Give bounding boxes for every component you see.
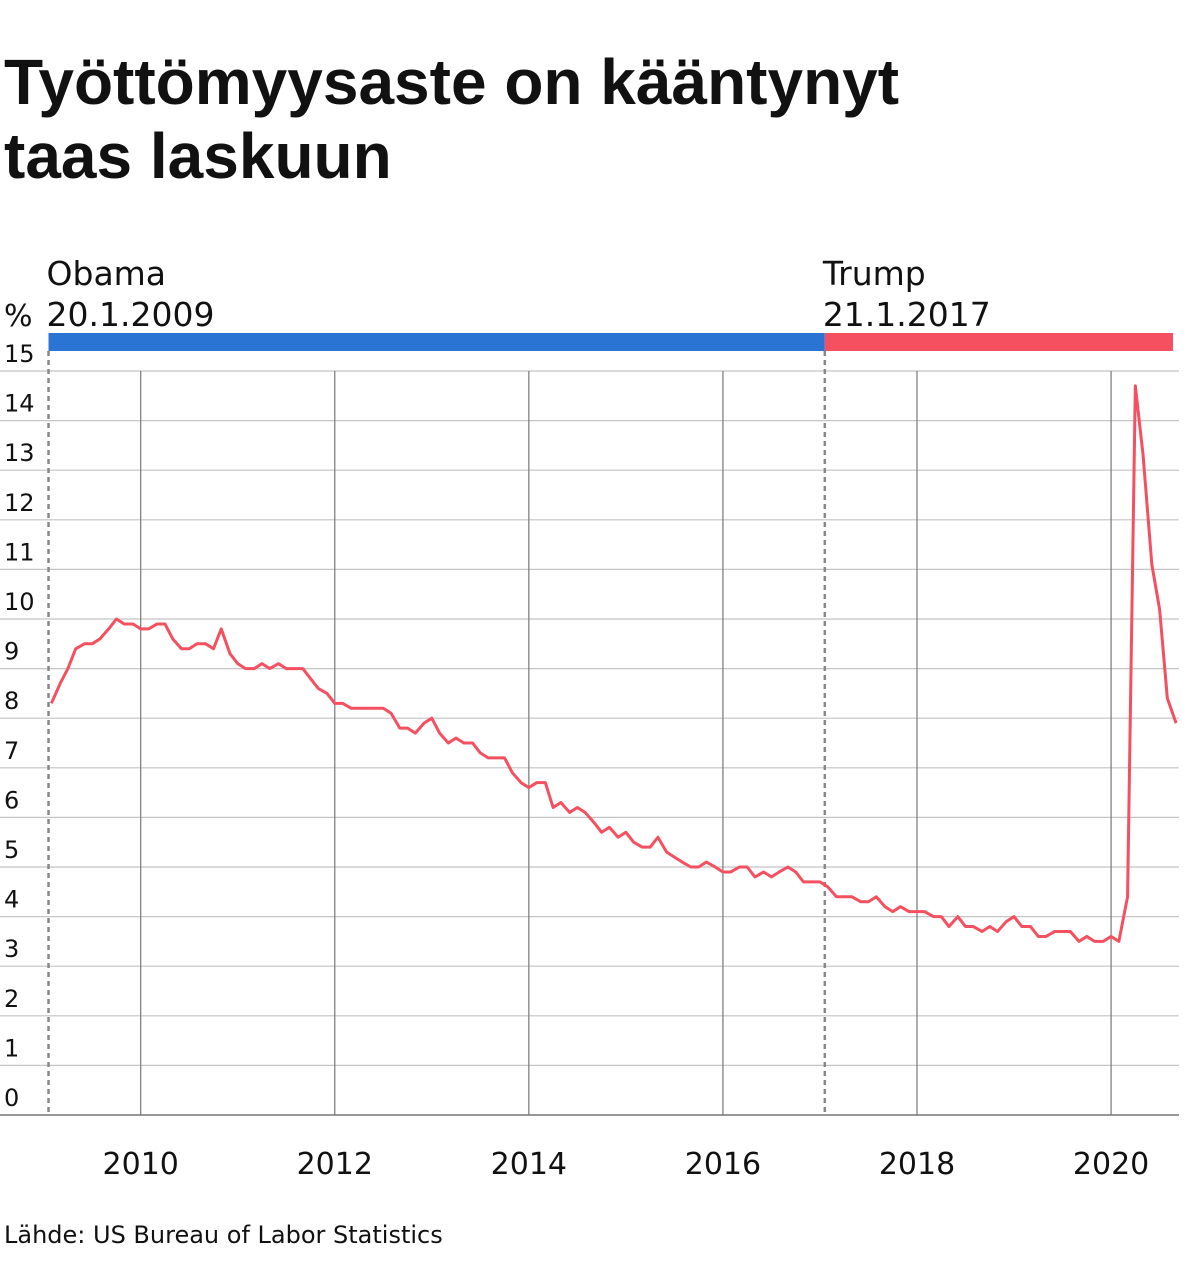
- x-tick-label: 2014: [491, 1147, 567, 1182]
- period-name: Obama: [47, 254, 167, 293]
- x-tick-label: 2020: [1073, 1147, 1149, 1182]
- y-tick-label: 7: [4, 737, 19, 765]
- y-tick-label: 10: [4, 588, 35, 616]
- y-tick-label: 15: [4, 340, 35, 368]
- y-tick-label: 12: [4, 489, 35, 517]
- period-name: Trump: [822, 254, 926, 293]
- period-bar: [824, 333, 1173, 351]
- y-tick-label: 3: [4, 935, 19, 963]
- period-date: 20.1.2009: [47, 295, 215, 334]
- y-tick-label: 14: [4, 390, 35, 418]
- x-tick-label: 2016: [685, 1147, 761, 1182]
- y-tick-label: 5: [4, 836, 19, 864]
- x-tick-label: 2018: [879, 1147, 955, 1182]
- y-tick-label: 0: [4, 1084, 19, 1112]
- source: Lähde: US Bureau of Labor Statistics: [4, 1221, 443, 1249]
- y-tick-label: 4: [4, 886, 19, 914]
- y-tick-label: 8: [4, 687, 19, 715]
- period-bar: [48, 333, 825, 351]
- chart-title: Työttömyysaste on kääntynyt taas laskuun: [4, 46, 899, 192]
- x-tick-label: 2010: [103, 1147, 179, 1182]
- y-tick-label: 13: [4, 439, 35, 467]
- y-tick-label: 2: [4, 985, 19, 1013]
- y-tick-label: 9: [4, 638, 19, 666]
- y-axis-unit: %: [4, 299, 33, 334]
- period-date: 21.1.2017: [823, 295, 991, 334]
- y-tick-label: 6: [4, 786, 19, 814]
- y-tick-label: 11: [4, 538, 35, 566]
- x-tick-label: 2012: [297, 1147, 373, 1182]
- line: [50, 384, 1178, 943]
- y-tick-label: 1: [4, 1034, 19, 1062]
